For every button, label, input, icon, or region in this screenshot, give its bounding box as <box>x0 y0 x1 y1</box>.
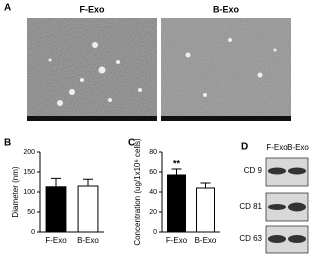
panel-label: D <box>241 142 248 153</box>
sem-image <box>161 18 291 121</box>
sem-image <box>27 18 157 121</box>
row-label: CD 63 <box>239 234 262 243</box>
lane-label: B-Exo <box>287 143 309 152</box>
y-axis-label: Concentration (ug/1x10⁶ cells) <box>133 138 142 246</box>
row-label: CD 9 <box>244 166 263 175</box>
y-tick-label: 40 <box>149 189 157 196</box>
y-tick-label: 20 <box>149 209 157 216</box>
row-label: CD 81 <box>239 202 262 211</box>
image-label: F-Exo <box>79 4 105 14</box>
y-tick-label: 0 <box>153 229 157 236</box>
y-tick-label: 150 <box>23 169 35 176</box>
x-tick-label: F-Exo <box>45 236 67 245</box>
x-tick-label: B-Exo <box>195 236 217 245</box>
bar <box>77 185 99 233</box>
panel-label: C <box>128 138 135 149</box>
error-bar <box>83 178 93 186</box>
panel-label: A <box>4 3 11 14</box>
bar <box>167 174 186 233</box>
western-blot <box>265 157 309 254</box>
y-tick-label: 80 <box>149 149 157 156</box>
bar <box>45 186 67 233</box>
x-tick-label: F-Exo <box>166 236 188 245</box>
figure: A B C D F-Exo B-Exo F-Exo B-Exo CD 9 CD … <box>4 3 309 254</box>
error-bar <box>171 168 182 175</box>
y-tick-label: 0 <box>31 229 35 236</box>
bar <box>196 187 215 233</box>
x-tick-label: B-Exo <box>77 236 99 245</box>
lane-label: F-Exo <box>266 143 288 152</box>
y-tick-label: 60 <box>149 169 157 176</box>
y-tick-label: 50 <box>27 209 35 216</box>
panel-label: B <box>4 138 11 149</box>
image-label: B-Exo <box>213 4 240 14</box>
y-tick-label: 100 <box>23 189 35 196</box>
significance-label: ** <box>173 158 181 168</box>
y-axis-label: Diameter (nm) <box>11 166 20 217</box>
error-bar <box>51 177 61 187</box>
y-tick-label: 200 <box>23 149 35 156</box>
error-bar <box>200 182 211 188</box>
